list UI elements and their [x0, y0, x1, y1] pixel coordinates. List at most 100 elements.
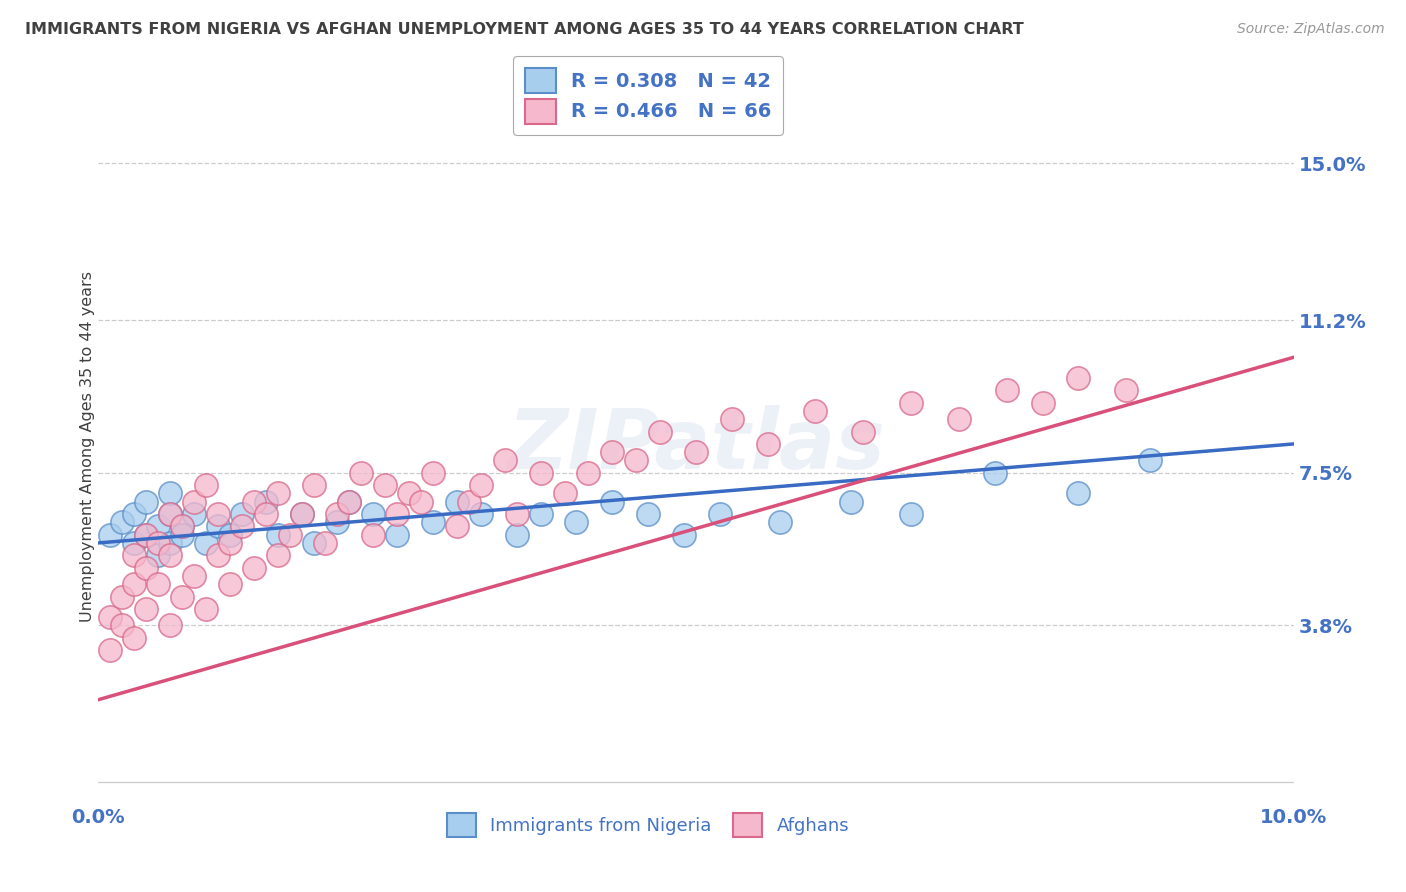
Point — [374, 478, 396, 492]
Point — [363, 507, 385, 521]
Point — [756, 437, 779, 451]
Point — [243, 560, 266, 574]
Point — [159, 618, 181, 632]
Point — [172, 527, 194, 541]
Point — [446, 519, 468, 533]
Point — [948, 412, 970, 426]
Point — [183, 494, 205, 508]
Point — [1139, 453, 1161, 467]
Point — [506, 507, 529, 521]
Point — [111, 516, 134, 530]
Point — [626, 453, 648, 467]
Point — [254, 494, 277, 508]
Point — [339, 494, 361, 508]
Point — [231, 507, 253, 521]
Point — [159, 507, 181, 521]
Point — [135, 527, 157, 541]
Point — [124, 549, 146, 563]
Point — [446, 494, 468, 508]
Point — [183, 569, 205, 583]
Point — [111, 618, 134, 632]
Point — [243, 494, 266, 508]
Point — [195, 478, 218, 492]
Point — [650, 425, 672, 439]
Point — [363, 527, 385, 541]
Point — [148, 536, 170, 550]
Point — [172, 519, 194, 533]
Point — [254, 507, 277, 521]
Point — [900, 395, 922, 409]
Point — [578, 466, 600, 480]
Point — [98, 610, 122, 624]
Point — [124, 631, 146, 645]
Point — [148, 549, 170, 563]
Point — [1115, 384, 1137, 398]
Point — [159, 536, 181, 550]
Point — [995, 384, 1018, 398]
Point — [111, 590, 134, 604]
Point — [195, 602, 218, 616]
Point — [135, 602, 157, 616]
Point — [565, 516, 588, 530]
Point — [267, 549, 290, 563]
Point — [172, 590, 194, 604]
Point — [470, 478, 492, 492]
Point — [302, 478, 325, 492]
Point — [506, 527, 529, 541]
Point — [159, 486, 181, 500]
Point — [148, 519, 170, 533]
Point — [494, 453, 516, 467]
Point — [219, 536, 242, 550]
Text: IMMIGRANTS FROM NIGERIA VS AFGHAN UNEMPLOYMENT AMONG AGES 35 TO 44 YEARS CORRELA: IMMIGRANTS FROM NIGERIA VS AFGHAN UNEMPL… — [25, 22, 1024, 37]
Point — [398, 486, 420, 500]
Point — [470, 507, 492, 521]
Point — [195, 536, 218, 550]
Point — [709, 507, 731, 521]
Point — [135, 494, 157, 508]
Point — [124, 577, 146, 591]
Point — [530, 507, 553, 521]
Point — [219, 577, 242, 591]
Point — [804, 404, 827, 418]
Text: ZIPatlas: ZIPatlas — [508, 406, 884, 486]
Point — [291, 507, 314, 521]
Point — [422, 466, 444, 480]
Point — [124, 507, 146, 521]
Point — [339, 494, 361, 508]
Point — [291, 507, 314, 521]
Point — [769, 516, 792, 530]
Point — [326, 507, 349, 521]
Point — [148, 577, 170, 591]
Legend: Immigrants from Nigeria, Afghans: Immigrants from Nigeria, Afghans — [440, 806, 856, 844]
Point — [852, 425, 875, 439]
Point — [302, 536, 325, 550]
Point — [637, 507, 659, 521]
Point — [554, 486, 576, 500]
Point — [207, 507, 229, 521]
Point — [183, 507, 205, 521]
Point — [315, 536, 337, 550]
Point — [207, 519, 229, 533]
Point — [267, 527, 290, 541]
Point — [172, 519, 194, 533]
Point — [124, 536, 146, 550]
Point — [98, 643, 122, 657]
Point — [159, 507, 181, 521]
Point — [673, 527, 696, 541]
Point — [98, 527, 122, 541]
Point — [159, 549, 181, 563]
Point — [1032, 395, 1054, 409]
Point — [135, 560, 157, 574]
Point — [422, 516, 444, 530]
Point — [411, 494, 433, 508]
Point — [350, 466, 373, 480]
Point — [1067, 371, 1090, 385]
Point — [326, 516, 349, 530]
Point — [530, 466, 553, 480]
Point — [841, 494, 863, 508]
Point — [685, 445, 707, 459]
Point — [385, 507, 409, 521]
Point — [135, 527, 157, 541]
Point — [219, 527, 242, 541]
Point — [900, 507, 922, 521]
